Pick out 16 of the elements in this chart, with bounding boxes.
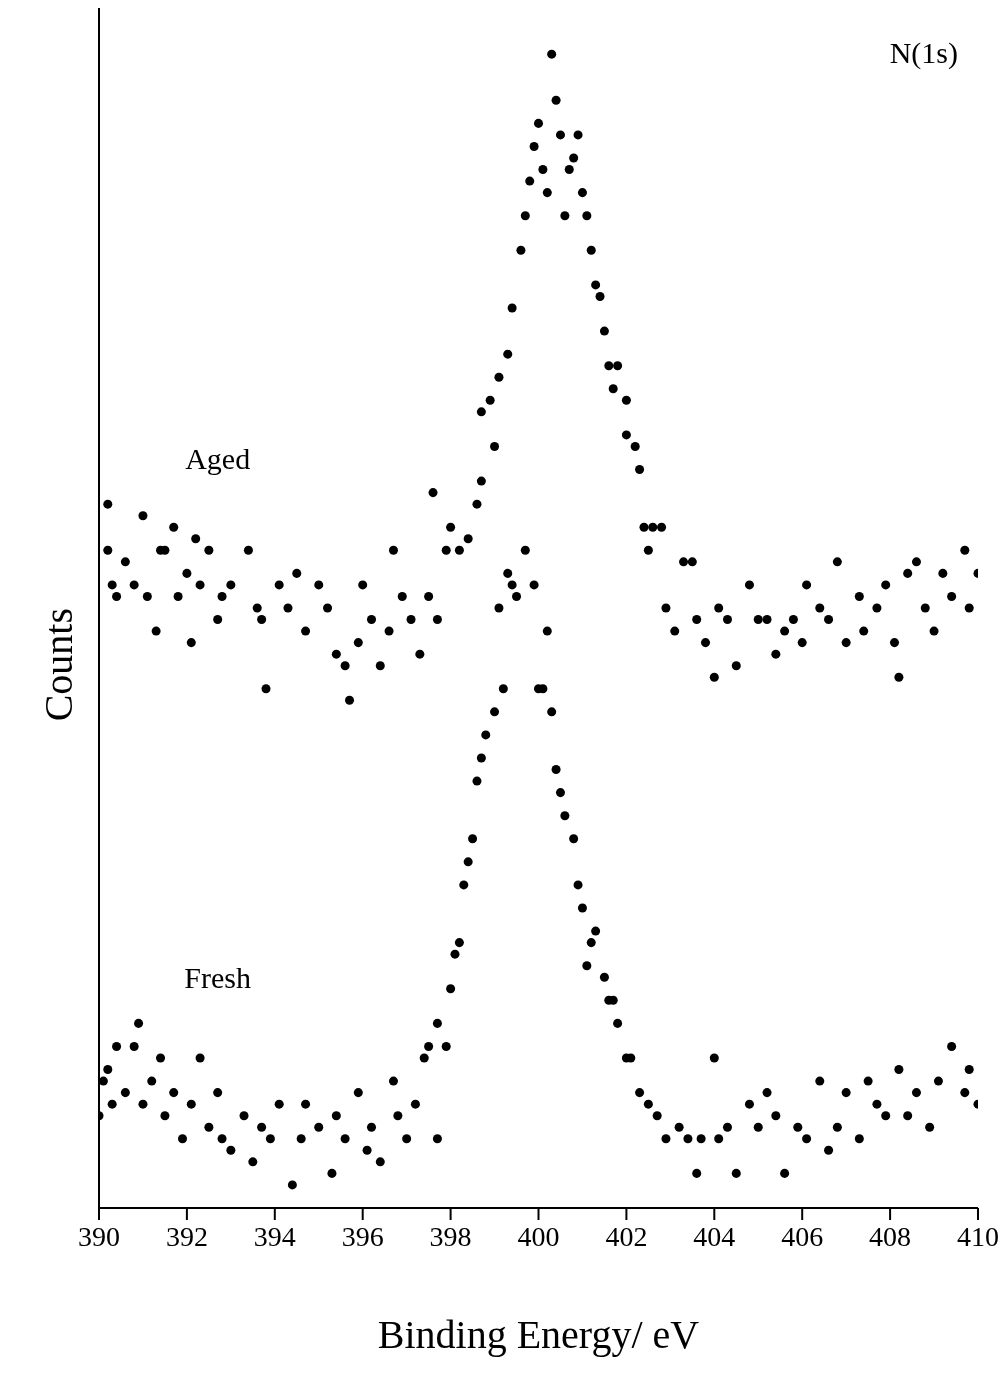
x-tick-label: 396 [341, 1220, 384, 1252]
x-tick-label: 402 [605, 1220, 648, 1252]
x-tick-label: 394 [253, 1220, 296, 1252]
annotation: N(1s) [889, 36, 958, 70]
series-label: Aged [185, 441, 251, 475]
x-tick-label: 398 [429, 1220, 472, 1252]
x-tick-label: 392 [165, 1220, 208, 1252]
x-tick-label: 408 [869, 1220, 912, 1252]
x-tick-label: 390 [78, 1220, 120, 1252]
x-axis-title: Binding Energy/ eV [377, 1312, 700, 1357]
x-tick-label: 404 [693, 1220, 736, 1252]
x-tick-label: 406 [781, 1220, 824, 1252]
x-tick-label: 410 [957, 1220, 999, 1252]
series-label: Fresh [184, 960, 251, 994]
x-tick-label: 400 [517, 1220, 560, 1252]
y-axis-title: Counts [36, 608, 82, 722]
